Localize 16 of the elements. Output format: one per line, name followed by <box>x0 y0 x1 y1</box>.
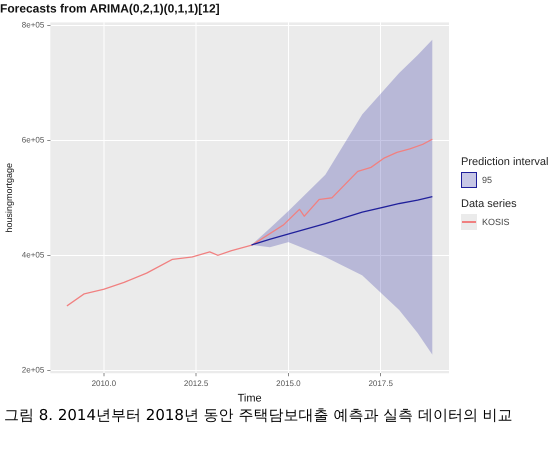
x-tick-label: 2017.5 <box>368 379 394 388</box>
y-tick-label: 4e+05 <box>22 250 45 260</box>
x-axis-title: Time <box>238 392 262 404</box>
legend-label: KOSIS <box>482 216 510 227</box>
legend-label: 95 <box>482 174 492 185</box>
y-axis-title: housingmortgage <box>4 163 14 233</box>
x-tick-label: 2015.0 <box>276 379 302 388</box>
caption: 그림 8. 2014년부터 2018년 동안 주택담보대출 예측과 실측 데이터의 비교 <box>3 405 514 425</box>
x-tick-label: 2012.5 <box>184 379 209 388</box>
text: Data series <box>461 198 517 210</box>
text: Prediction interval <box>461 156 548 168</box>
y-tick-label: 2e+05 <box>22 366 45 375</box>
x-tick-label: 2010.0 <box>92 379 117 388</box>
y-tick-label: 8e+05 <box>22 20 45 30</box>
chart-title: Forecasts from ARIMA(0,2,1)(0,1,1)[12] <box>0 2 220 16</box>
y-tick-label: 6e+05 <box>22 135 45 144</box>
